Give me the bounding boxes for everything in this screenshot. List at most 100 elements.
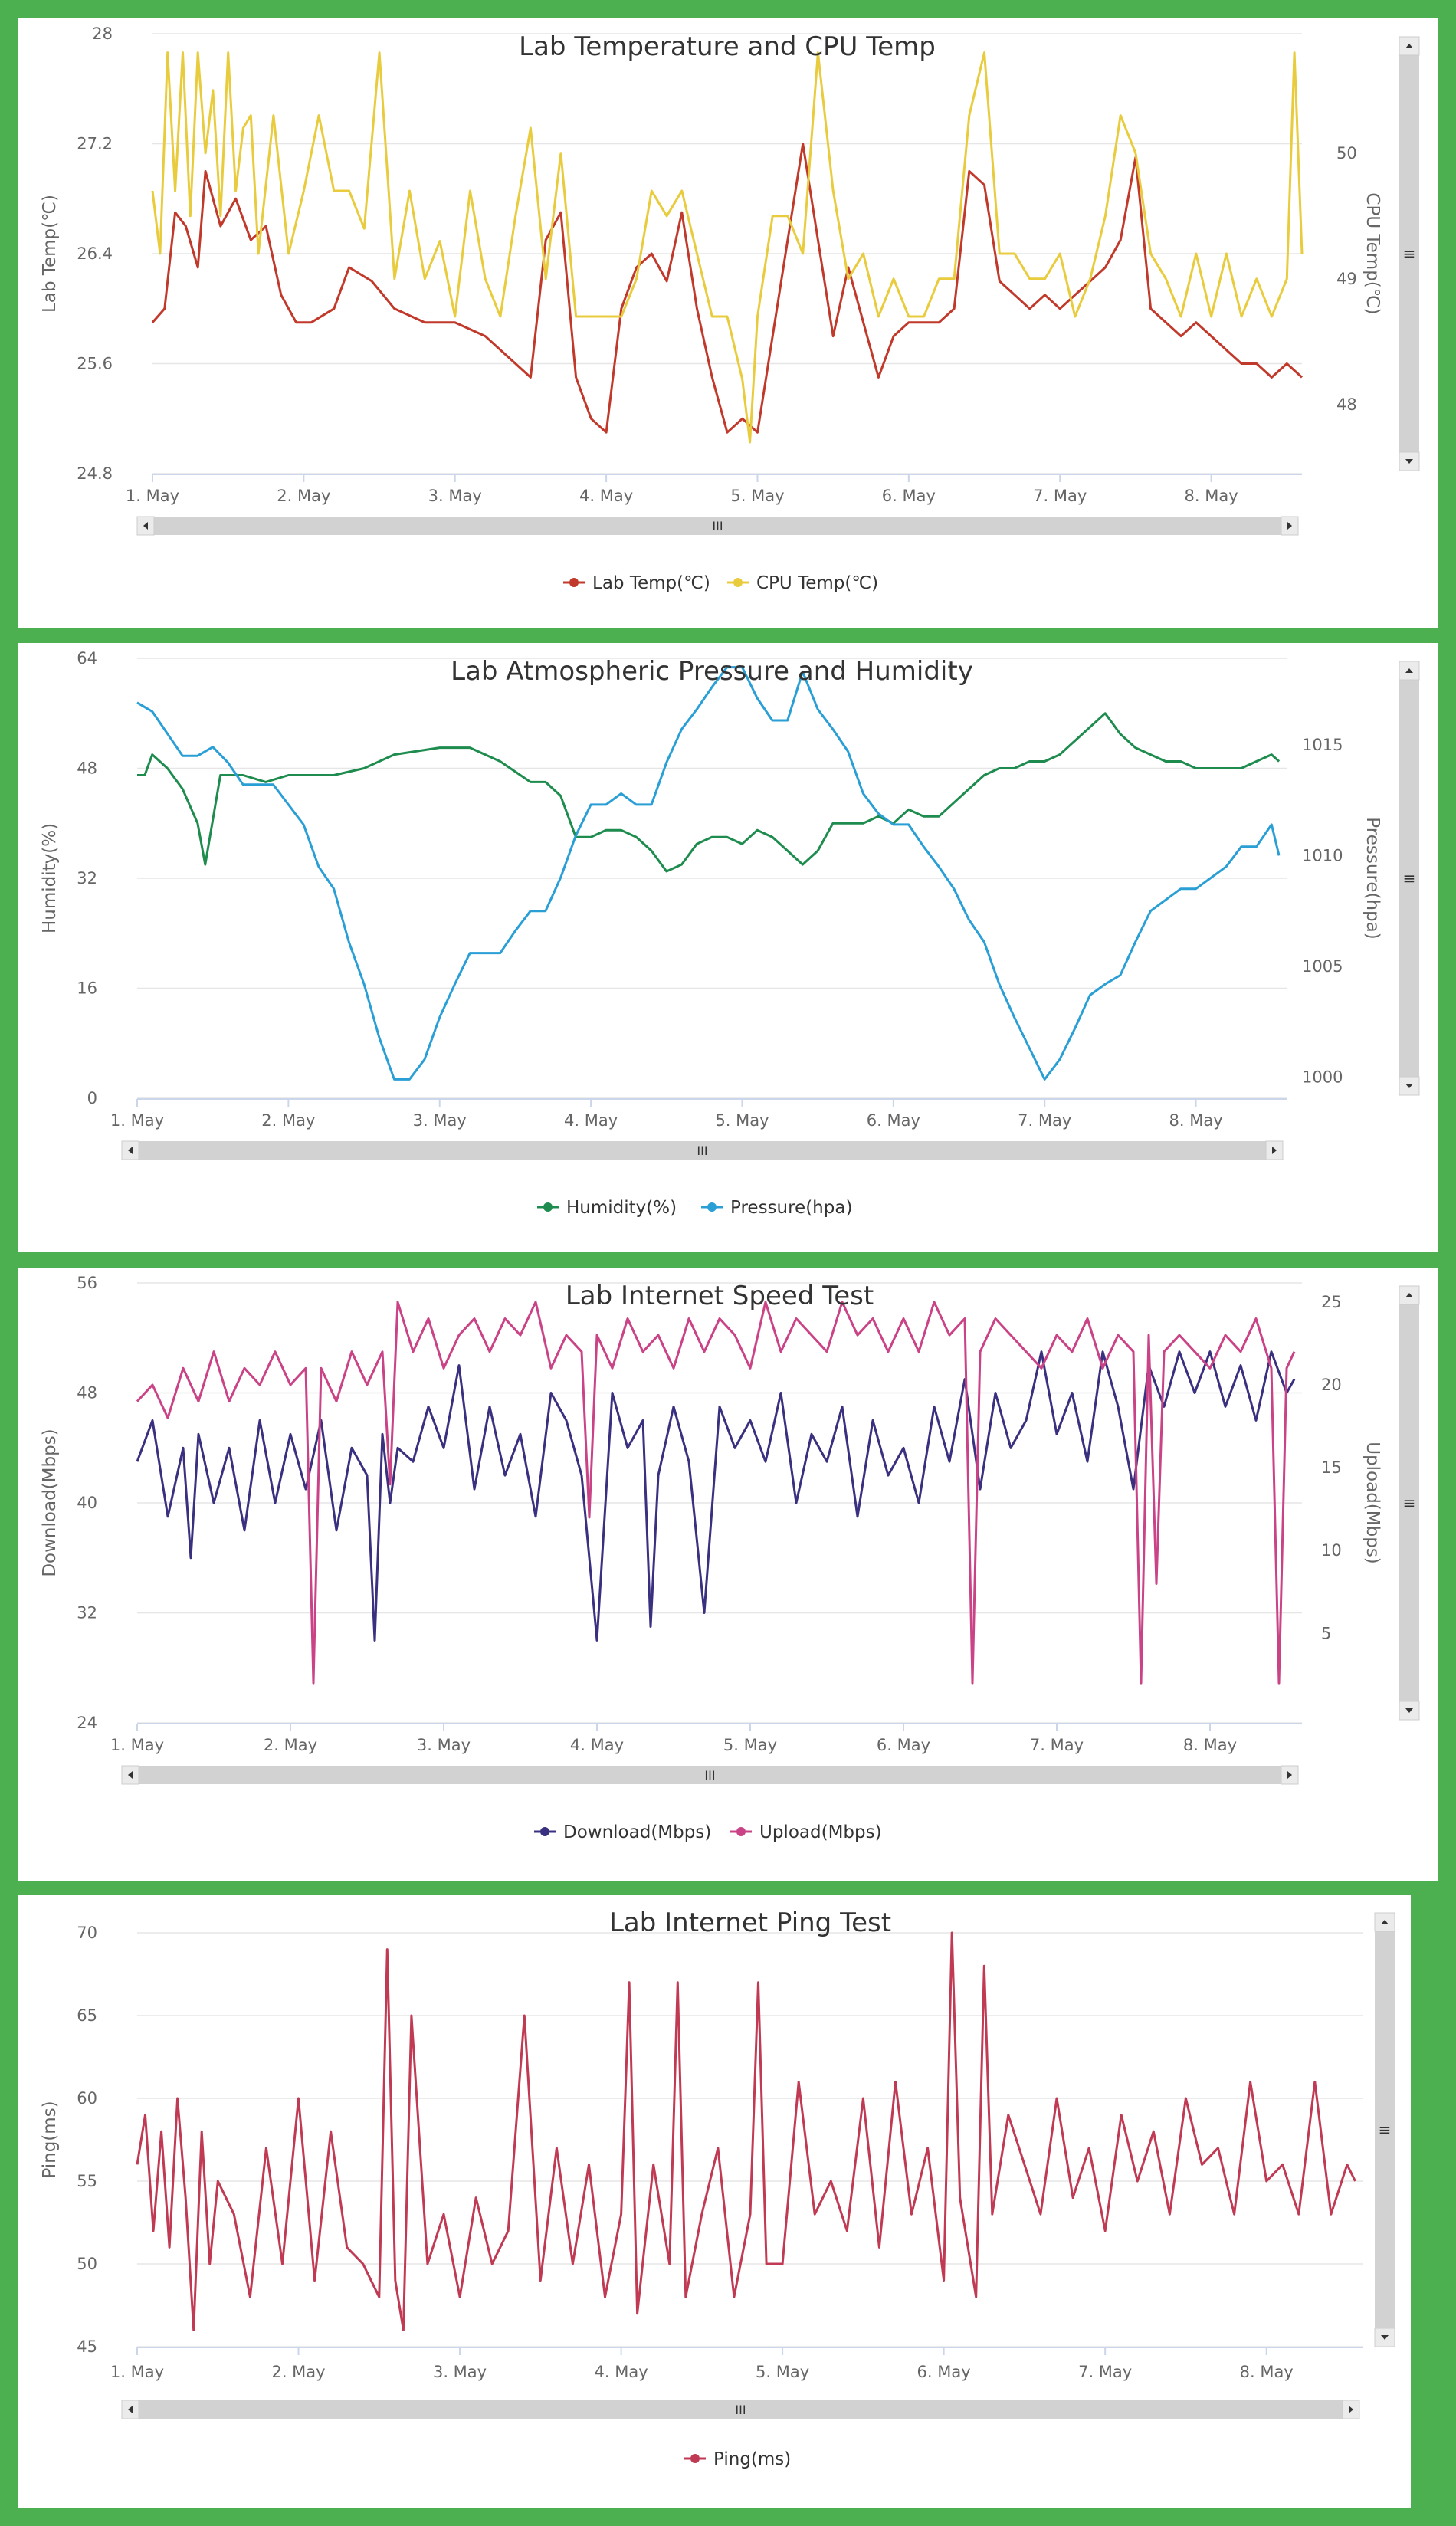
scrollbar-track[interactable] <box>1399 37 1419 471</box>
scrollbar-grip[interactable]: III <box>735 2403 746 2417</box>
legend-label: Lab Temp(℃) <box>592 573 710 593</box>
vertical-scrollbar[interactable]: ≡ <box>1374 1912 1395 2347</box>
chevron-up-icon <box>1405 1293 1413 1297</box>
chart-title: Lab Atmospheric Pressure and Humidity <box>451 656 973 687</box>
x-tick-label: 7. May <box>1018 1111 1071 1130</box>
x-tick-label: 1. May <box>126 487 179 505</box>
y-left-tick-label: 48 <box>77 759 97 778</box>
y-left-tick-label: 25.6 <box>77 355 113 373</box>
series-line <box>136 1301 1296 1685</box>
series-line <box>151 51 1304 444</box>
chevron-left-icon <box>128 1771 133 1779</box>
vertical-scrollbar[interactable]: ≡ <box>1399 1285 1420 1721</box>
chevron-right-icon <box>1272 1147 1277 1154</box>
y-left-tick-label: 24 <box>77 1714 97 1732</box>
y-left-tick-label: 16 <box>77 979 97 998</box>
y-left-tick-label: 64 <box>77 649 97 668</box>
y-left-tick-label: 56 <box>77 1274 97 1292</box>
chevron-right-icon <box>1349 2406 1353 2413</box>
x-tick-label: 2. May <box>277 487 330 505</box>
horizontal-scrollbar[interactable]: III <box>121 1140 1284 1160</box>
legend-item[interactable]: CPU Temp(℃) <box>727 573 878 593</box>
chart-title: Lab Temperature and CPU Temp <box>519 31 936 62</box>
x-tick-label: 3. May <box>433 2363 487 2381</box>
y-left-tick-label: 40 <box>77 1494 97 1512</box>
chevron-down-icon <box>1405 1708 1413 1713</box>
legend-marker <box>543 1202 553 1212</box>
legend-label: Upload(Mbps) <box>759 1822 882 1842</box>
legend-marker <box>736 1827 746 1836</box>
chevron-right-icon <box>1287 1771 1292 1779</box>
legend-item[interactable]: Download(Mbps) <box>534 1822 711 1842</box>
scrollbar-track[interactable] <box>1375 1913 1395 2347</box>
scrollbar-track[interactable] <box>1399 661 1419 1095</box>
scrollbar-grip-vertical[interactable]: ≡ <box>1379 2121 1392 2139</box>
scrollbar-track[interactable] <box>1399 1286 1419 1720</box>
legend-item[interactable]: Humidity(%) <box>537 1198 677 1218</box>
x-tick-label: 4. May <box>564 1111 618 1130</box>
y-right-axis-title: Pressure(hpa) <box>1363 817 1382 939</box>
scrollbar-track[interactable] <box>122 1141 1283 1160</box>
scrollbar-grip-vertical[interactable]: ≡ <box>1403 1494 1416 1512</box>
y-right-tick-label: 20 <box>1321 1376 1342 1394</box>
y-right-tick-label: 25 <box>1321 1293 1342 1311</box>
vertical-scrollbar[interactable]: ≡ <box>1399 661 1420 1096</box>
legend-item[interactable]: Lab Temp(℃) <box>563 573 710 593</box>
legend-item[interactable]: Upload(Mbps) <box>730 1822 882 1842</box>
scrollbar-track[interactable] <box>122 1766 1298 1784</box>
y-right-tick-label: 10 <box>1321 1541 1342 1560</box>
y-right-tick-label: 5 <box>1321 1624 1331 1642</box>
chart-svg: 56 48 40 32 24 25 20 15 10 5 1. May 2. May 3. May 4. … <box>40 1274 1420 1842</box>
y-left-tick-label: 24.8 <box>77 464 113 483</box>
y-left-tick-label: 32 <box>77 1604 97 1622</box>
y-right-tick-label: 1000 <box>1302 1068 1343 1087</box>
y-left-tick-label: 45 <box>77 2337 97 2356</box>
x-tick-label: 3. May <box>417 1736 471 1754</box>
scrollbar-track[interactable] <box>122 2400 1359 2419</box>
scrollbar-grip[interactable]: III <box>712 519 723 533</box>
horizontal-scrollbar[interactable]: III <box>121 1765 1299 1785</box>
x-tick-label: 4. May <box>579 487 633 505</box>
vertical-scrollbar[interactable]: ≡ <box>1399 36 1420 471</box>
x-tick-label: 3. May <box>428 487 482 505</box>
series-line <box>151 143 1304 434</box>
y-right-axis-title: CPU Temp(℃) <box>1363 192 1382 314</box>
chevron-down-icon <box>1405 1084 1413 1088</box>
y-left-axis-title: Ping(ms) <box>40 2101 60 2178</box>
x-tick-label: 8. May <box>1240 2363 1294 2381</box>
x-tick-label: 7. May <box>1033 487 1087 505</box>
scrollbar-grip[interactable]: III <box>704 1768 715 1783</box>
series-line <box>136 1931 1356 2331</box>
y-right-tick-label: 50 <box>1336 144 1357 162</box>
legend-item[interactable]: Pressure(hpa) <box>701 1198 852 1218</box>
x-tick-label: 5. May <box>756 2363 809 2381</box>
x-tick-label: 6. May <box>882 487 936 505</box>
y-left-tick-label: 65 <box>77 2006 97 2025</box>
legend-label: Ping(ms) <box>713 2449 791 2469</box>
chart-title: Lab Internet Ping Test <box>609 1908 891 1938</box>
horizontal-scrollbar[interactable]: III <box>121 2400 1360 2419</box>
horizontal-scrollbar[interactable]: III <box>136 516 1299 536</box>
y-right-tick-label: 1005 <box>1302 957 1343 976</box>
scrollbar-grip[interactable]: III <box>697 1143 707 1158</box>
legend-marker <box>707 1202 717 1212</box>
y-right-tick-label: 1015 <box>1302 736 1343 754</box>
series-line <box>136 1350 1296 1642</box>
x-tick-label: 7. May <box>1030 1736 1084 1754</box>
scrollbar-grip-vertical[interactable]: ≡ <box>1403 244 1416 263</box>
y-left-tick-label: 48 <box>77 1384 97 1402</box>
legend-label: CPU Temp(℃) <box>756 573 878 593</box>
chart-svg: 64 48 32 16 0 1015 1010 1005 1000 1. May 2. May 3. … <box>40 649 1420 1218</box>
y-left-tick-label: 55 <box>77 2172 97 2190</box>
scrollbar-grip-vertical[interactable]: ≡ <box>1403 869 1416 887</box>
y-left-axis-title: Download(Mbps) <box>40 1429 60 1576</box>
chart-svg: 70 65 60 55 50 45 1. May 2. May 3. May 4. May 5. M… <box>40 1908 1395 2469</box>
x-tick-label: 6. May <box>867 1111 920 1130</box>
chevron-right-icon <box>1287 522 1292 530</box>
scrollbar-track[interactable] <box>137 517 1298 535</box>
chevron-left-icon <box>143 522 148 530</box>
x-tick-label: 4. May <box>570 1736 624 1754</box>
chevron-up-icon <box>1381 1920 1389 1924</box>
chevron-up-icon <box>1405 668 1413 673</box>
legend-item[interactable]: Ping(ms) <box>684 2449 791 2469</box>
